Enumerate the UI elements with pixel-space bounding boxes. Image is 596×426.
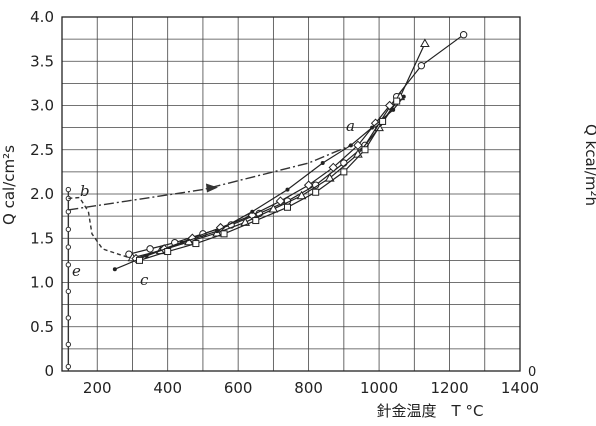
data-point-square <box>379 117 387 125</box>
series-line <box>132 43 426 259</box>
wall-point <box>65 363 72 370</box>
data-point-circle <box>340 159 348 167</box>
data-point-dot <box>348 143 353 148</box>
annotation-b: b <box>80 182 90 200</box>
data-point-diamond <box>215 222 226 233</box>
data-point-square <box>136 256 144 264</box>
data-series <box>65 31 468 371</box>
arrow-head <box>205 183 218 193</box>
data-point-dot <box>179 240 184 245</box>
y-left-tick-label: 4.0 <box>30 8 54 26</box>
data-point-circle <box>459 31 468 39</box>
x-tick-label: 200 <box>83 379 112 397</box>
grid <box>62 17 520 371</box>
data-point-dot <box>320 161 325 166</box>
data-point-square <box>283 203 291 211</box>
data-point-square <box>164 248 172 256</box>
wall-point <box>65 226 72 233</box>
data-point-dot <box>215 229 220 234</box>
y-left-tick-label: 1.5 <box>30 229 54 247</box>
data-point-diamond <box>328 162 338 173</box>
series-line <box>114 96 405 270</box>
y-right-tick-label: 0 <box>528 365 536 380</box>
annotation-a: a <box>346 117 355 135</box>
data-point-dot <box>112 267 117 272</box>
data-point-dot <box>250 209 255 214</box>
tick-labels: 200 400 600 800 1000 1200 140000.51.01.52.02.5… <box>30 8 539 397</box>
dashdot-line <box>68 144 352 211</box>
series-line <box>139 100 398 261</box>
y-left-tick-label: 3.0 <box>30 97 54 115</box>
data-point-triangle <box>268 204 279 213</box>
wall-point <box>65 244 72 250</box>
data-point-dot <box>401 94 406 99</box>
data-point-dot <box>391 107 396 112</box>
x-tick-label: 600 <box>224 379 253 397</box>
data-point-circle <box>417 61 426 70</box>
data-point-circle <box>146 245 154 253</box>
data-point-square <box>393 97 401 105</box>
data-point-triangle <box>420 38 430 48</box>
wall-point <box>65 288 72 295</box>
data-point-square <box>361 146 369 154</box>
x-tick-label: 400 <box>153 379 182 397</box>
x-tick-label: 800 <box>294 379 323 397</box>
x-tick-label: 1400 <box>501 379 539 397</box>
annotation-c: c <box>140 271 149 289</box>
x-tick-label: 1200 <box>430 379 468 397</box>
data-point-triangle <box>324 173 335 182</box>
data-point-diamond <box>303 180 314 190</box>
y-left-tick-label: 1.0 <box>30 274 54 292</box>
dashed-curve <box>68 196 144 264</box>
y-left-tick-label: 0.5 <box>30 318 54 336</box>
data-point-square <box>340 168 348 176</box>
wall-point <box>65 341 72 348</box>
data-point-square <box>220 230 228 238</box>
y-left-tick-label: 3.5 <box>30 52 54 70</box>
data-point-dot <box>370 125 375 130</box>
plot-frame <box>61 16 521 372</box>
data-point-square <box>252 217 260 225</box>
y-left-tick-label: 2.0 <box>30 185 54 203</box>
data-point-dot <box>285 187 290 192</box>
x-axis-title: 針金温度 T °C <box>377 402 484 420</box>
data-point-triangle <box>296 190 307 200</box>
annotation-e: e <box>72 262 81 280</box>
wall-point <box>65 186 72 193</box>
wall-point <box>65 262 72 268</box>
data-point-dot <box>144 253 149 258</box>
y-left-tick-label: 2.5 <box>30 141 54 159</box>
y-axis-right-title: Q kcal/m²h <box>582 124 596 206</box>
data-point-diamond <box>275 196 286 206</box>
wall-point <box>65 315 72 321</box>
x-tick-label: 1000 <box>360 379 398 397</box>
data-point-square <box>192 240 200 248</box>
data-point-diamond <box>353 140 363 151</box>
y-axis-left-title: Q cal/cm²s <box>0 145 18 225</box>
y-left-tick-label: 0 <box>44 362 54 380</box>
data-point-square <box>312 188 320 196</box>
